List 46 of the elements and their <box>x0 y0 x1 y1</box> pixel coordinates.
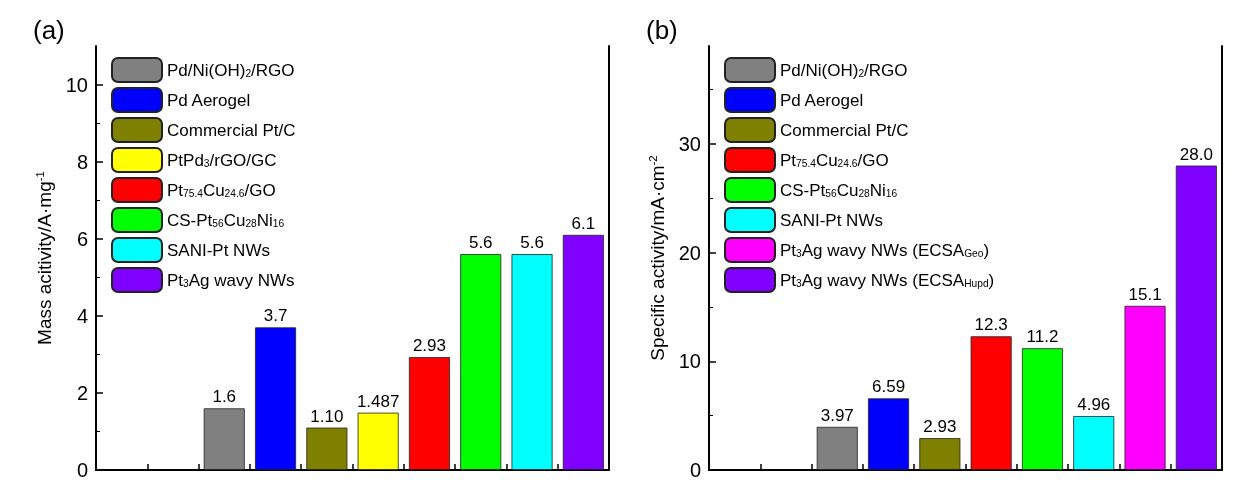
data-label: 2.93 <box>412 336 446 356</box>
legend-label: Pd Aerogel <box>780 90 864 110</box>
legend-label: Pt3Ag wavy NWs <box>167 270 295 290</box>
data-label: 28.0 <box>1179 144 1213 164</box>
legend-label: Pd/Ni(OH)2/RGO <box>780 60 908 80</box>
data-label: 12.3 <box>974 315 1008 335</box>
y-tick-label: 6 <box>76 227 88 250</box>
legend-label: Commercial Pt/C <box>780 120 909 140</box>
y-axis-title: Specific activity/mA·cm-2 <box>646 155 668 361</box>
data-label: 1.6 <box>212 387 237 407</box>
data-label: 3.7 <box>263 306 288 326</box>
legend-label: Pd/Ni(OH)2/RGO <box>167 60 295 80</box>
legend-label: Pt3Ag wavy NWs (ECSAHupd) <box>780 270 995 290</box>
legend-label: Pt75.4Cu24.6/GO <box>780 150 889 170</box>
y-tick-label: 20 <box>678 241 701 264</box>
y-tick-label: 0 <box>689 459 701 480</box>
y-tick-label: 30 <box>678 132 701 155</box>
y-tick-label: 10 <box>678 350 701 373</box>
data-label: 1.10 <box>310 406 344 426</box>
legend-label: Pt75.4Cu24.6/GO <box>167 180 276 200</box>
legend-label: SANI-Pt NWs <box>167 240 270 260</box>
legend-label: CS-Pt56Cu28Ni16 <box>780 180 898 200</box>
y-axis-title: Mass acitivity/A·mg-1 <box>33 171 55 345</box>
data-label: 3.97 <box>820 405 854 425</box>
y-tick-label: 10 <box>65 73 88 96</box>
legend-label: Pt3Ag wavy NWs (ECSAGeo) <box>780 240 990 260</box>
y-tick-label: 0 <box>76 459 88 480</box>
data-label: 2.93 <box>923 417 957 437</box>
legend-label: PtPd3/rGO/GC <box>167 150 277 170</box>
legend-label: Commercial Pt/C <box>167 120 296 140</box>
data-label: 5.6 <box>468 233 493 253</box>
data-label: 11.2 <box>1026 327 1059 347</box>
y-tick-label: 2 <box>76 381 88 404</box>
data-label: 4.96 <box>1077 395 1111 415</box>
data-label: 5.6 <box>520 233 544 253</box>
y-tick-label: 8 <box>76 150 88 173</box>
data-label: 6.1 <box>571 213 596 233</box>
legend-label: Pd Aerogel <box>167 90 251 110</box>
data-label: 1.487 <box>356 391 400 411</box>
legend-label: CS-Pt56Cu28Ni16 <box>167 210 285 230</box>
chart-title: (b) <box>646 15 678 45</box>
y-tick-label: 4 <box>76 304 88 327</box>
data-label: 6.59 <box>872 377 906 397</box>
legend-label: SANI-Pt NWs <box>780 210 883 230</box>
chart-title: (a) <box>33 15 65 45</box>
data-label: 15.1 <box>1128 284 1162 304</box>
